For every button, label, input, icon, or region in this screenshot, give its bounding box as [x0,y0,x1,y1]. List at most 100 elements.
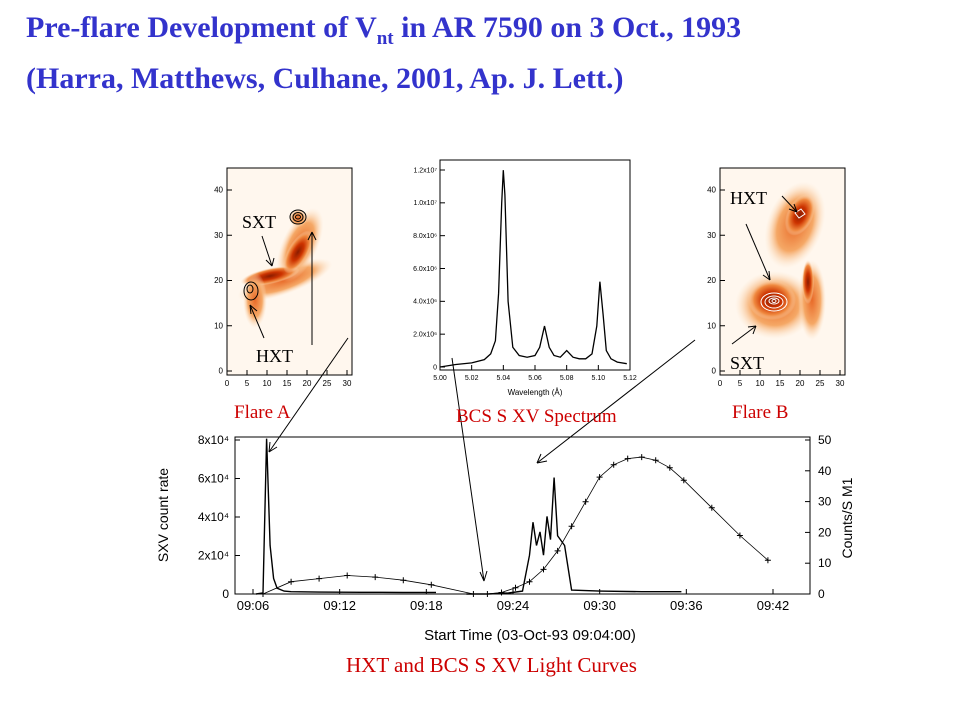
hxt-counts-point [764,557,771,564]
hxt-counts-point [568,523,575,530]
light-curve-frame [234,436,811,595]
spectrum-frame [439,159,631,371]
spectrum-series-line [439,170,627,368]
flare-b-x-tick-label: 15 [776,379,785,388]
hxt-counts-point [680,477,687,484]
hxt-counts-point [372,574,379,581]
light-curve-x-tick-label: 09:12 [323,598,356,613]
flare-a-sxt-label: SXT [242,212,276,232]
spectrum-x-tick-label: 5.02 [465,375,479,382]
connector-arrows [268,337,696,582]
hxt-counts-point [708,504,715,511]
hxt-counts-point [526,578,533,585]
hxt-counts-point [596,474,603,481]
flare-a-hxt-arrow-1 [249,304,265,339]
light-curve-caption: HXT and BCS S XV Light Curves [346,653,637,677]
flare-a-y-tick-label: 10 [214,321,223,330]
spectrum-x-tick-label: 5.12 [623,375,637,382]
light-curve-y-left-tick-label: 6x10⁴ [198,472,229,486]
hxt-counts-point [736,532,743,539]
hxt-counts-point [582,498,589,505]
spectrum-y-tick-label: 8.0x10⁶ [413,233,437,240]
flare-b-x-tick-label: 5 [738,379,743,388]
hxt-counts-point [610,461,617,468]
hxt-counts-point [260,591,266,597]
light-curve-y-right-tick-label: 30 [818,495,832,509]
light-curve-left-y-ticks: 0 2x10⁴ 4x10⁴ 6x10⁴ 8x10⁴ [198,433,240,601]
flare-b-emission [735,181,826,340]
spectrum-x-axis-label: Wavelength (Å) [508,388,563,397]
flare-b-panel: 0 5 10 15 20 25 30 0 10 20 30 40 HXT SXT [707,167,846,388]
flare-b-y-tick-label: 10 [707,321,716,330]
spectrum-y-ticks: 0 2.0x10⁶ 4.0x10⁶ 6.0x10⁶ 8.0x10⁶ 1.0x10⁷ 1.2x… [413,167,445,371]
title-line1-post: in AR 7590 on 3 Oct., 1993 [393,11,742,44]
light-curve-y-left-tick-label: 0 [222,587,229,601]
light-curve-x-tick-label: 09:30 [583,598,616,613]
flare-b-hxt-arrow-2 [781,195,798,213]
light-curve-right-y-label: Counts/S M1 [839,477,855,558]
flare-a-x-ticks: 0 5 10 15 20 25 30 [225,370,352,388]
flare-a-frame [226,167,353,376]
hxt-counts-point [400,577,407,584]
flare-b-y-tick-label: 0 [712,367,717,376]
flare-a-sxt-arrow [261,235,273,267]
flare-b-hxt-contours [760,208,806,312]
light-curve-x-tick-label: 09:18 [410,598,443,613]
title-subscript: nt [376,28,394,49]
title-line2: (Harra, Matthews, Culhane, 2001, Ap. J. … [26,62,624,95]
hxt-counts-point [652,457,659,464]
light-curve-left-y-label: SXV count rate [155,468,171,562]
flare-a-caption: Flare A [234,402,291,423]
flare-a-emission [237,207,333,328]
flare-b-y-tick-label: 20 [707,276,716,285]
sxv-count-rate-series-1 [255,438,436,595]
hxt-counts-point [638,454,645,461]
flare-b-x-tick-label: 20 [796,379,805,388]
light-curve-x-axis-label: Start Time (03-Oct-93 09:04:00) [424,627,636,644]
hxt-counts-point [288,578,295,585]
flare-b-x-ticks: 0 5 10 15 20 25 30 [718,370,845,388]
flare-b-x-tick-label: 30 [836,379,845,388]
flare-b-x-tick-label: 0 [718,379,723,388]
flare-a-x-tick-label: 15 [283,379,292,388]
spectrum-y-tick-label: 4.0x10⁶ [413,299,437,306]
light-curve-y-right-tick-label: 0 [818,587,825,601]
spectrum-y-tick-label: 2.0x10⁶ [413,332,437,339]
light-curve-x-tick-label: 09:36 [670,598,703,613]
flare-b-sxt-arrow [731,325,757,345]
light-curve-y-left-tick-label: 8x10⁴ [198,433,229,447]
hxt-counts-point [624,455,631,462]
light-curve-x-tick-label: 09:24 [497,598,530,613]
flare-a-hxt-contours [243,209,307,301]
flare-b-connector-arrow [536,339,696,464]
title-line1-pre: Pre-flare Development of V [26,11,377,44]
hxt-counts-point [470,591,477,597]
light-curve-x-ticks: 09:06 09:12 09:18 09:24 09:30 09:36 09:42 [237,589,789,613]
flare-a-x-tick-label: 20 [303,379,312,388]
spectrum-x-tick-label: 5.10 [592,375,606,382]
flare-b-caption: Flare B [732,402,789,423]
spectrum-panel: 5.00 5.02 5.04 5.06 5.08 5.10 5.12 0 2.0x10⁶ 4.0… [413,159,637,397]
flare-a-x-tick-label: 25 [323,379,332,388]
hxt-counts-point [484,591,491,597]
flare-b-y-ticks: 0 10 20 30 40 [707,186,725,376]
flare-a-y-tick-label: 20 [214,276,223,285]
flare-a-x-tick-label: 30 [343,379,352,388]
spectrum-x-tick-label: 5.00 [433,375,447,382]
flare-a-x-tick-label: 5 [245,379,250,388]
hxt-counts-series-line [262,456,769,595]
light-curve-y-right-tick-label: 40 [818,464,832,478]
light-curve-y-left-tick-label: 4x10⁴ [198,510,229,524]
flare-a-x-tick-label: 0 [225,379,230,388]
flare-b-x-tick-label: 25 [816,379,825,388]
hxt-counts-point [428,581,435,588]
sxv-count-rate-series-2 [466,477,682,595]
light-curve-y-left-tick-label: 2x10⁴ [198,549,229,563]
flare-b-x-tick-label: 10 [756,379,765,388]
flare-b-y-tick-label: 40 [707,186,716,195]
spectrum-x-ticks: 5.00 5.02 5.04 5.06 5.08 5.10 5.12 [433,365,637,382]
spectrum-x-tick-label: 5.08 [560,375,574,382]
flare-a-panel: 0 5 10 15 20 25 30 0 10 20 30 40 SXT HXT [214,167,353,388]
flare-b-y-tick-label: 30 [707,231,716,240]
